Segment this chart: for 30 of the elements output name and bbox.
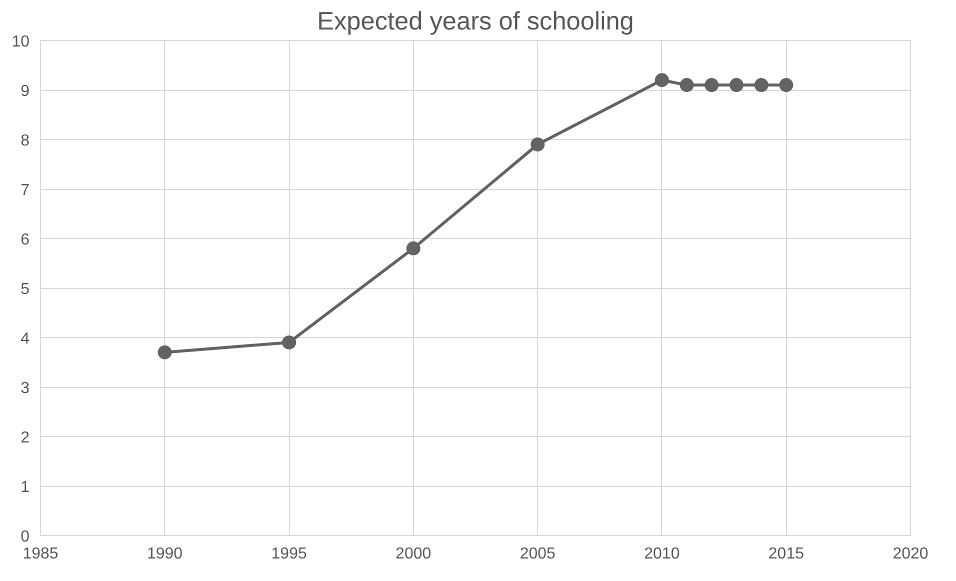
point — [654, 73, 669, 88]
point — [158, 345, 172, 360]
y-tick-label: 2 — [20, 430, 30, 446]
x-tick-label: 1990 — [146, 546, 183, 562]
point — [704, 78, 719, 92]
x-tick-label: 2000 — [396, 546, 432, 562]
x-tick-label: 2015 — [768, 546, 804, 562]
point — [754, 78, 768, 92]
y-tick-label: 7 — [20, 182, 30, 199]
point — [779, 78, 794, 92]
y-tick-label: 8 — [20, 132, 30, 150]
x-tick-label: 2005 — [520, 546, 556, 562]
y-tick-label: 5 — [20, 281, 30, 298]
chart-title: Expected years of schooling — [317, 8, 634, 36]
y-tick-label: 4 — [20, 330, 30, 348]
x-tick-label: 1985 — [22, 546, 58, 562]
point — [406, 241, 420, 256]
y-tick-label: 0 — [20, 528, 30, 546]
point — [730, 78, 744, 92]
x-tick-label: 1995 — [271, 546, 307, 562]
y-tick-label: 9 — [20, 83, 30, 100]
y-tick-label: 10 — [12, 34, 30, 50]
point — [680, 78, 694, 92]
point — [530, 137, 545, 152]
y-tick-label: 6 — [20, 232, 30, 248]
x-tick-label: 2010 — [644, 546, 680, 562]
y-tick-label: 1 — [20, 479, 30, 496]
x-tick-label: 2020 — [892, 546, 928, 562]
point — [282, 335, 296, 350]
y-tick-label: 3 — [20, 380, 30, 397]
